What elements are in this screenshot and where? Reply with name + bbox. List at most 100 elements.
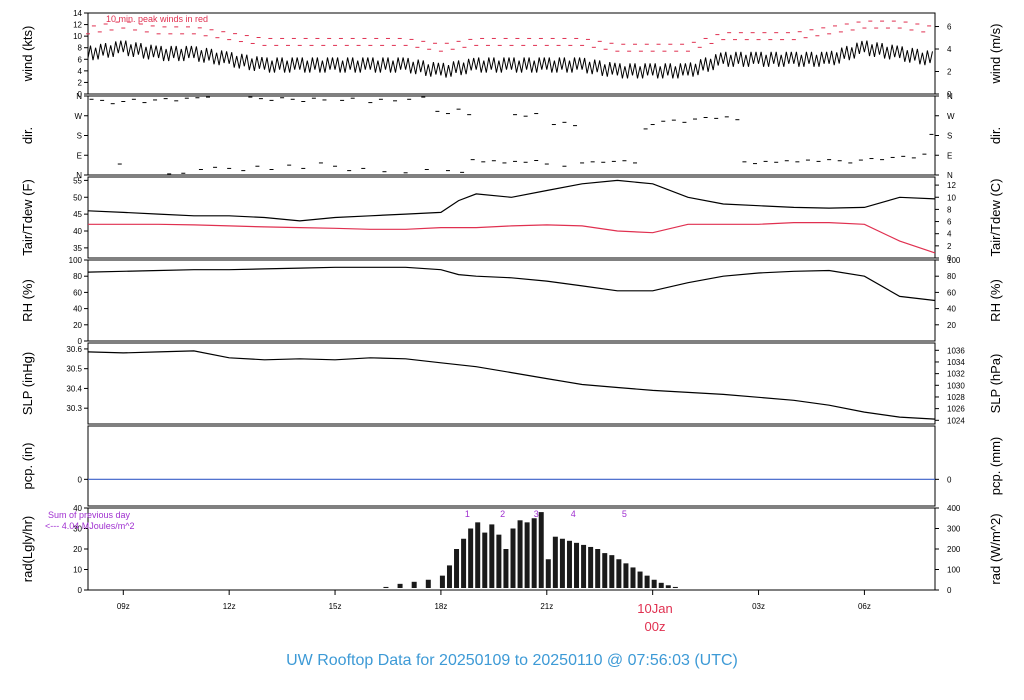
radiation-left-tick-label: 10 xyxy=(73,566,82,575)
temperature-right-tick-label: 4 xyxy=(947,230,952,239)
humidity-left-tick-label: 20 xyxy=(73,321,82,330)
direction-left-tick-label: S xyxy=(77,132,82,141)
temperature-right-tick-label: 10 xyxy=(947,193,956,202)
radiation-bar xyxy=(644,575,650,588)
pressure-right-tick-label: 1024 xyxy=(947,416,965,425)
wind-left-tick-label: 4 xyxy=(78,67,83,76)
radiation-bar xyxy=(552,536,558,588)
pressure-right-tick-label: 1028 xyxy=(947,393,965,402)
humidity-series-0 xyxy=(87,266,936,302)
pressure-left-tick-label: 30.4 xyxy=(66,384,82,393)
panel-radiation: rad(Lgly/hr) rad (W/m^2)01020304001002003… xyxy=(20,504,1003,595)
temperature-left-tick-label: 55 xyxy=(73,176,82,185)
radiation-bar xyxy=(411,581,417,588)
wind-right-tick-label: 4 xyxy=(947,45,952,54)
humidity-left-tick-label: 0 xyxy=(78,337,83,346)
radiation-bar xyxy=(545,559,551,588)
humidity-left-tick-label: 100 xyxy=(69,256,83,265)
radiation-bar xyxy=(531,518,537,588)
wind-annotation: 10 min. peak winds in red xyxy=(106,14,208,24)
radiation-right-tick-label: 200 xyxy=(947,545,961,554)
panel-humidity: RH (%) RH (%) 0 20 40 60 80 100 20 40 60 80 100 xyxy=(20,256,1003,346)
humidity-right-tick-label: 100 xyxy=(947,256,961,265)
pressure-right-tick-label: 1026 xyxy=(947,405,965,414)
precipitation-left-tick-label: 0 xyxy=(78,475,83,484)
radiation-bar xyxy=(496,534,502,588)
wind-left-tick-label: 14 xyxy=(73,9,82,18)
pressure-right-label: SLP (hPa) xyxy=(988,354,1003,414)
precipitation-right-tick-label: 0 xyxy=(947,475,952,484)
radiation-left-tick-label: 40 xyxy=(73,504,82,513)
direction-right-tick-label: W xyxy=(947,112,955,121)
wind-left-tick-label: 6 xyxy=(78,55,83,64)
wind-right-label: wind (m/s) xyxy=(988,24,1003,85)
wind-right-tick-label: 6 xyxy=(947,23,952,32)
radiation-bar xyxy=(651,579,657,588)
radiation-annotation-line1: Sum of previous day xyxy=(48,510,131,520)
direction-left-tick-label: N xyxy=(76,171,82,180)
pressure-left-label: SLP (inHg) xyxy=(20,352,35,415)
temperature-right-tick-label: 8 xyxy=(947,205,952,214)
x-axis: 09z 12z 15z 18z 21z 03z 06z xyxy=(117,590,871,611)
radiation-right-tick-label: 100 xyxy=(947,566,961,575)
pressure-left-tick-label: 30.6 xyxy=(66,345,82,354)
wind-left-tick-label: 10 xyxy=(73,32,82,41)
x-tick-label: 18z xyxy=(434,602,447,611)
radiation-bar xyxy=(623,563,629,588)
x-tick-label: 09z xyxy=(117,602,130,611)
radiation-bar xyxy=(446,565,452,588)
radiation-bar xyxy=(475,522,481,588)
radiation-bar xyxy=(383,586,389,588)
humidity-right-tick-label: 20 xyxy=(947,321,956,330)
radiation-right-tick-label: 300 xyxy=(947,525,961,534)
direction-right-tick-label: S xyxy=(947,132,952,141)
radiation-bar xyxy=(454,549,460,588)
humidity-right-tick-label: 80 xyxy=(947,272,956,281)
radiation-bar xyxy=(397,583,403,588)
radiation-bar xyxy=(566,540,572,588)
panel-wind: wind (kts) wind (m/s) 0 2 4 6 8 10 12 14 0 2 4 6 xyxy=(20,9,1003,99)
panel-temperature: Tair/Tdew (F) Tair/Tdew (C) 35 40 45 50 55 0 2 4 6… xyxy=(20,176,1003,263)
pressure-series-0 xyxy=(87,350,936,420)
precipitation-frame xyxy=(87,425,936,507)
x-tick-label: 21z xyxy=(540,602,553,611)
radiation-left-label: rad(Lgly/hr) xyxy=(20,516,35,582)
temperature-left-tick-label: 40 xyxy=(73,227,82,236)
humidity-right-tick-label: 40 xyxy=(947,305,956,314)
panel-precipitation: pcp. (in) pcp. (mm) 0 0 xyxy=(20,425,1003,507)
radiation-bar xyxy=(665,585,671,588)
temperature-frame xyxy=(87,176,936,259)
radiation-bar xyxy=(510,528,516,588)
humidity-left-tick-label: 80 xyxy=(73,272,82,281)
direction-right-label: dir. xyxy=(988,127,1003,144)
direction-left-tick-label: N xyxy=(76,92,82,101)
radiation-bar xyxy=(602,553,608,588)
temperature-right-tick-label: 2 xyxy=(947,242,952,251)
pressure-right-tick-label: 1034 xyxy=(947,358,965,367)
date-label-hour: 00z xyxy=(645,619,666,634)
radiation-bar xyxy=(425,579,431,588)
page-title: UW Rooftop Data for 20250109 to 20250110… xyxy=(286,652,738,669)
radiation-bar xyxy=(658,582,664,588)
wind-left-tick-label: 8 xyxy=(78,44,83,53)
radiation-bar xyxy=(468,528,474,588)
wind-left-tick-label: 0 xyxy=(78,90,83,99)
radiation-right-label: rad (W/m^2) xyxy=(988,513,1003,584)
humidity-right-tick-label: 60 xyxy=(947,288,956,297)
wind-left-tick-label: 12 xyxy=(73,21,82,30)
radiation-left-tick-label: 0 xyxy=(78,586,83,595)
radiation-bar xyxy=(616,559,622,588)
radiation-bar xyxy=(581,544,587,588)
pressure-right-tick-label: 1032 xyxy=(947,370,965,379)
temperature-left-tick-label: 35 xyxy=(73,244,82,253)
radiation-bar xyxy=(461,538,467,588)
humidity-frame xyxy=(87,259,936,342)
humidity-left-tick-label: 40 xyxy=(73,305,82,314)
precipitation-right-label: pcp. (mm) xyxy=(988,437,1003,496)
radiation-bar xyxy=(482,532,488,588)
pressure-left-tick-label: 30.3 xyxy=(66,404,82,413)
radiation-left-tick-label: 30 xyxy=(73,525,82,534)
pressure-right-tick-label: 1030 xyxy=(947,381,965,390)
radiation-bar xyxy=(637,571,643,588)
